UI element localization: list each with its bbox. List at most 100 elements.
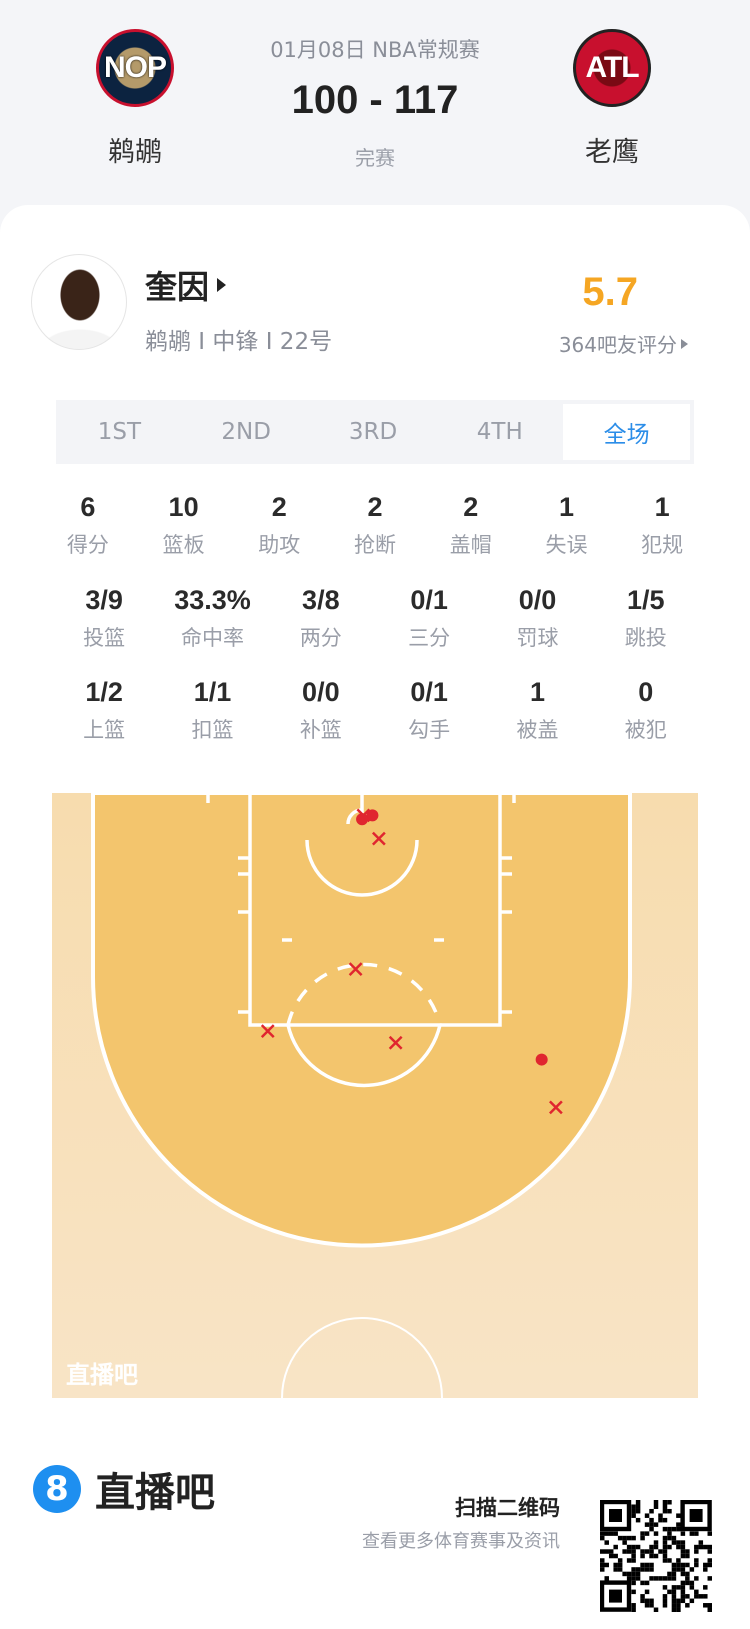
player-name: 奎因 <box>145 268 210 306</box>
stat-item: 0 被犯 <box>592 677 700 744</box>
watermark: 直播吧 <box>66 1361 138 1389</box>
paint <box>248 793 502 1027</box>
scan-qr-title: 扫描二维码 <box>455 1496 560 1520</box>
shot-make <box>535 1053 548 1066</box>
stat-item: 1/5 跳投 <box>592 585 700 652</box>
stat-label: 得分 <box>66 533 109 557</box>
stat-item: 6 得分 <box>40 492 136 559</box>
shot-miss <box>356 808 371 823</box>
rim-arc <box>346 808 363 825</box>
stat-value: 0/0 <box>518 585 557 615</box>
stats-row-basic: 6 得分 10 篮板 2 助攻 2 抢断 2 盖帽 1 失误 1 犯规 <box>40 492 710 559</box>
stat-label: 被盖 <box>516 718 559 742</box>
shot-miss <box>548 1100 563 1115</box>
stat-label: 扣篮 <box>191 718 234 742</box>
stat-item: 3/8 两分 <box>267 585 375 652</box>
home-team-logo[interactable]: NOP <box>96 29 174 107</box>
player-rating: 5.7 <box>582 270 638 314</box>
tab-2nd[interactable]: 2ND <box>221 419 271 445</box>
footer-brand[interactable]: 8 直播吧 <box>33 1460 215 1518</box>
free-throw-circle-upper <box>286 962 442 1026</box>
caret-right-icon <box>681 338 688 349</box>
stats-row-shot-types: 1/2 上篮 1/1 扣篮 0/0 补篮 0/1 勾手 1 被盖 0 被犯 <box>50 677 700 744</box>
caret-right-icon <box>217 278 227 292</box>
stat-label: 勾手 <box>408 718 451 742</box>
stat-item: 0/0 补篮 <box>267 677 375 744</box>
stat-label: 助攻 <box>258 533 301 557</box>
stat-value: 0/1 <box>410 677 448 707</box>
stat-item: 2 盖帽 <box>423 492 519 559</box>
away-team-name: 老鹰 <box>585 137 639 168</box>
stat-item: 2 助攻 <box>231 492 327 559</box>
qr-code[interactable] <box>600 1500 712 1612</box>
tab-1st[interactable]: 1ST <box>97 419 142 445</box>
stat-value: 1/2 <box>85 677 123 707</box>
player-name-link[interactable]: 奎因 <box>145 262 227 308</box>
stat-value: 1 <box>529 677 545 707</box>
away-team-logo[interactable]: ATL <box>573 29 651 107</box>
stat-label: 罚球 <box>516 626 559 650</box>
match-score: 100 - 117 <box>291 78 459 122</box>
shot-miss <box>371 831 386 846</box>
scan-qr-subtitle: 查看更多体育赛事及资讯 <box>362 1531 560 1552</box>
stat-value: 3/9 <box>85 585 123 615</box>
stat-value: 6 <box>80 492 96 522</box>
stat-item: 0/1 勾手 <box>375 677 483 744</box>
stat-label: 命中率 <box>180 626 244 650</box>
stat-value: 1 <box>654 492 670 522</box>
shot-miss <box>388 1035 403 1050</box>
shot-miss <box>260 1024 275 1039</box>
stat-label: 投篮 <box>83 626 126 650</box>
stat-value: 0/1 <box>410 585 448 615</box>
stat-value: 33.3% <box>174 585 251 615</box>
stat-label: 篮板 <box>162 533 205 557</box>
center-circle <box>281 1317 443 1398</box>
tab-4th[interactable]: 4TH <box>476 419 523 445</box>
player-avatar[interactable] <box>31 254 127 350</box>
stat-item: 10 篮板 <box>136 492 232 559</box>
stat-label: 盖帽 <box>449 533 492 557</box>
shot-make <box>366 809 379 822</box>
stat-label: 抢断 <box>354 533 397 557</box>
stat-item: 1/1 扣篮 <box>158 677 266 744</box>
stat-item: 0/0 罚球 <box>483 585 591 652</box>
shot-chart: 直播吧 <box>52 793 698 1398</box>
stat-item: 3/9 投篮 <box>50 585 158 652</box>
away-team-abbr: ATL <box>585 51 639 84</box>
restricted-arc <box>305 839 419 897</box>
three-point-line <box>91 793 632 1248</box>
stat-label: 跳投 <box>624 626 667 650</box>
rating-count-link[interactable]: 364吧友评分 <box>559 329 688 358</box>
home-team-abbr: NOP <box>103 51 167 84</box>
stat-value: 1/5 <box>627 585 665 615</box>
stat-item: 1 被盖 <box>483 677 591 744</box>
stat-value: 2 <box>367 492 383 522</box>
stat-label: 上篮 <box>83 718 126 742</box>
brand-logo-icon: 8 <box>33 1465 81 1513</box>
stat-value: 0 <box>638 677 654 707</box>
stat-item: 1 犯规 <box>614 492 710 559</box>
stat-item: 1 失误 <box>519 492 615 559</box>
tab-3rd[interactable]: 3RD <box>348 419 398 445</box>
stat-label: 三分 <box>408 626 451 650</box>
stat-label: 被犯 <box>624 718 667 742</box>
stat-value: 1 <box>558 492 574 522</box>
stat-value: 0/0 <box>302 677 340 707</box>
stat-label: 两分 <box>299 626 342 650</box>
stat-value: 10 <box>168 492 199 522</box>
stat-item: 0/1 三分 <box>375 585 483 652</box>
tab-全场[interactable]: 全场 <box>563 404 690 460</box>
stat-value: 2 <box>271 492 287 522</box>
stats-row-shooting: 3/9 投篮 33.3% 命中率 3/8 两分 0/1 三分 0/0 罚球 1/5 跳投 <box>50 585 700 652</box>
shot-miss <box>348 962 363 977</box>
stat-label: 补篮 <box>299 718 342 742</box>
free-throw-circle-lower <box>286 1024 442 1088</box>
player-info: 鹈鹕 I 中锋 I 22号 <box>145 329 333 355</box>
stat-item: 1/2 上篮 <box>50 677 158 744</box>
home-team-name: 鹈鹕 <box>108 137 162 168</box>
match-status: 完赛 <box>355 146 395 170</box>
stat-item: 2 抢断 <box>327 492 423 559</box>
rating-count: 364吧友评分 <box>558 333 677 357</box>
stat-value: 3/8 <box>302 585 340 615</box>
stat-value: 1/1 <box>193 677 232 707</box>
